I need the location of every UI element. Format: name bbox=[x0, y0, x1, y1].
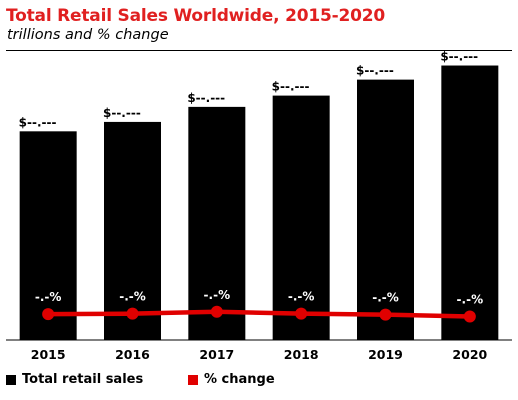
x-tick-label-2017: 2017 bbox=[199, 347, 234, 362]
bar-2015 bbox=[19, 131, 77, 340]
bar-2016 bbox=[104, 121, 161, 340]
pct-change-point-2018 bbox=[295, 307, 308, 320]
legend-item-retail-sales: Total retail sales bbox=[6, 372, 143, 387]
pct-change-point-2019 bbox=[379, 308, 392, 321]
bar-value-label-2020: $--.--- bbox=[440, 50, 478, 64]
x-tick-label-2020: 2020 bbox=[452, 347, 487, 362]
bar-value-label-2015: $--.--- bbox=[19, 115, 57, 129]
chart-title: Total Retail Sales Worldwide, 2015-2020 bbox=[6, 6, 385, 26]
title-divider bbox=[6, 50, 512, 51]
x-tick-label-2016: 2016 bbox=[115, 347, 150, 362]
chart-subtitle: trillions and % change bbox=[7, 27, 169, 43]
bar-value-label-2016: $--.--- bbox=[103, 106, 141, 120]
pct-change-line bbox=[45, 309, 473, 319]
pct-change-point-2017 bbox=[210, 305, 223, 318]
pct-change-label-2015: -.-% bbox=[35, 290, 62, 304]
x-tick-label-2018: 2018 bbox=[284, 347, 319, 362]
bar-value-label-2019: $--.--- bbox=[356, 64, 394, 78]
bar-2019 bbox=[357, 79, 414, 341]
pct-change-point-2020 bbox=[463, 310, 476, 323]
pct-change-point-2016 bbox=[126, 307, 139, 320]
legend-label-retail-sales: Total retail sales bbox=[22, 372, 144, 387]
pct-change-label-2018: -.-% bbox=[288, 290, 315, 304]
x-tick-label-2015: 2015 bbox=[31, 347, 66, 362]
bar-2018 bbox=[272, 95, 330, 340]
pct-change-label-2020: -.-% bbox=[457, 293, 484, 307]
bar-value-label-2017: $--.--- bbox=[187, 91, 225, 105]
legend-item-pct-change: % change bbox=[188, 372, 275, 387]
pct-change-label-2019: -.-% bbox=[372, 291, 399, 305]
pct-change-point-2015 bbox=[42, 308, 55, 321]
legend-label-pct-change: % change bbox=[204, 372, 275, 387]
legend-swatch-retail-sales bbox=[6, 374, 16, 385]
pct-change-label-2017: -.-% bbox=[204, 288, 231, 302]
legend-swatch-pct-change bbox=[188, 374, 198, 385]
x-tick-label-2019: 2019 bbox=[368, 347, 403, 362]
bar-2017 bbox=[188, 106, 246, 340]
bar-value-label-2018: $--.--- bbox=[272, 80, 310, 94]
pct-change-label-2016: -.-% bbox=[119, 290, 146, 304]
bar-2020 bbox=[441, 65, 499, 341]
